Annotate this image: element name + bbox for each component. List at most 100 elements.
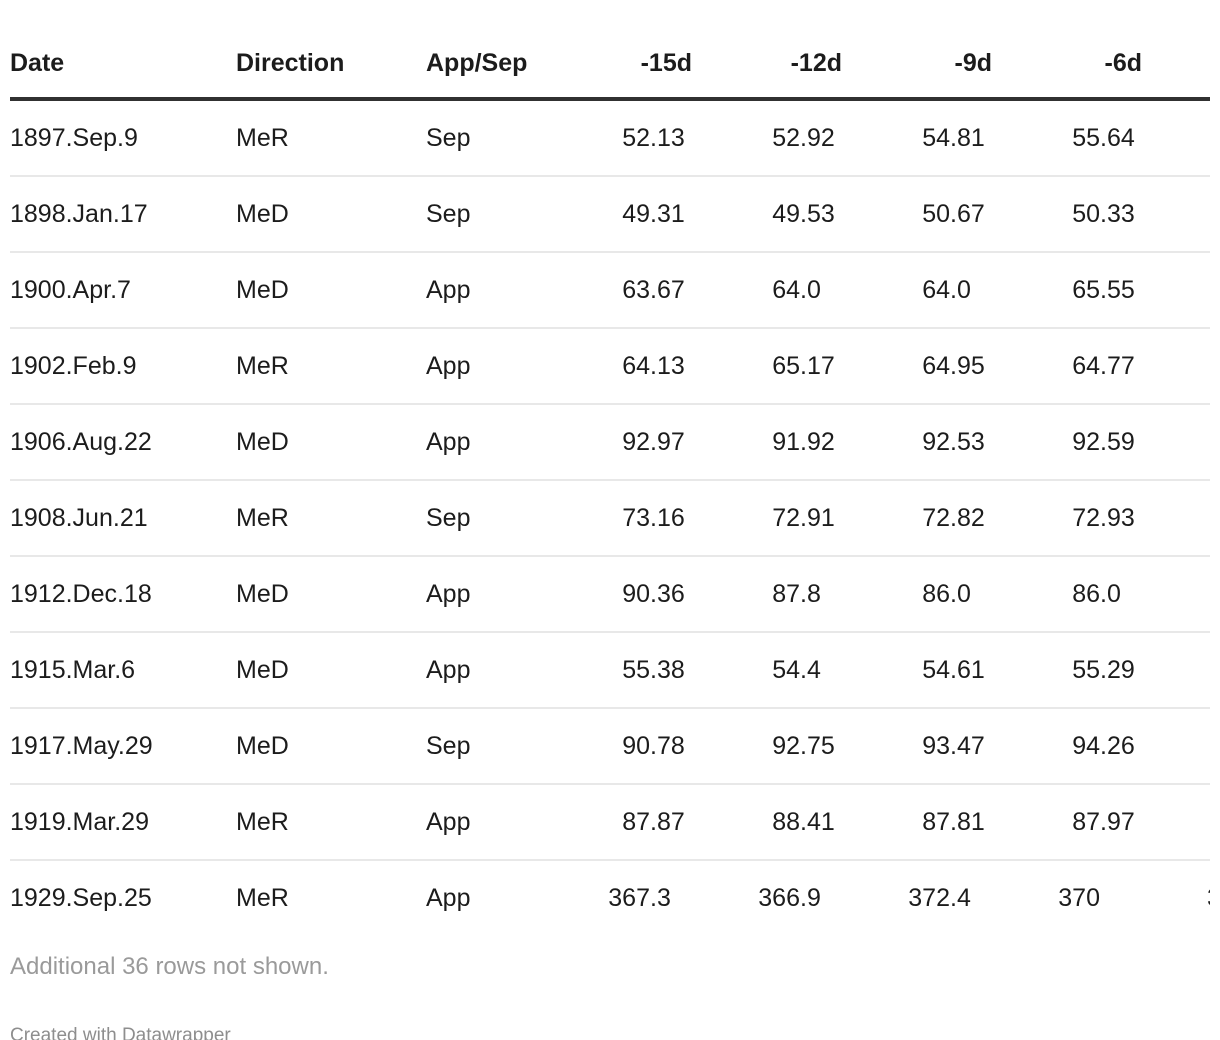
- table-cell: 91.92: [692, 427, 842, 457]
- table-cell: 90.36: [542, 579, 692, 609]
- table-row: 1900.Apr.7 MeD App 63.67 64.0 64.0 65.55: [10, 253, 1210, 329]
- cell-decimal-part: .47: [950, 732, 985, 760]
- table-row: 1912.Dec.18 MeD App 90.36 87.8 86.0 86.0: [10, 557, 1210, 633]
- cell-integer-part: 372: [908, 884, 950, 912]
- cell-integer-part: 92: [772, 732, 800, 760]
- cell-decimal-part: .61: [950, 656, 985, 684]
- cell-decimal-part: .97: [650, 428, 685, 456]
- cell-integer-part: 87: [922, 808, 950, 836]
- table-body: 1897.Sep.9 MeR Sep 52.13 52.92 54.81 55.64 1898…: [10, 101, 1210, 935]
- cell-decimal-part: .8: [800, 580, 821, 608]
- cell-decimal-part: .13: [650, 352, 685, 380]
- table-header-row: Date Direction App/Sep -15d -12d -9d -6d: [10, 0, 1210, 101]
- table-cell: 64.0: [842, 275, 992, 305]
- cell-integer-part: 54: [922, 656, 950, 684]
- table-cell: 1897.Sep.9: [10, 124, 138, 152]
- cell-integer-part: 92: [1072, 428, 1100, 456]
- cell-integer-part: 90: [622, 732, 650, 760]
- cell-decimal-part: .38: [650, 656, 685, 684]
- column-header: App/Sep: [426, 49, 528, 77]
- table-cell: 65.55: [992, 275, 1142, 305]
- table-cell: 63.67: [542, 275, 692, 305]
- table-cell: 94.26: [992, 731, 1142, 761]
- table-cell: 50.67: [842, 199, 992, 229]
- table-cell: Sep: [426, 200, 471, 228]
- cell-integer-part: 64: [622, 352, 650, 380]
- cell-integer-part: 86: [922, 580, 950, 608]
- table-cell: 87.81: [842, 807, 992, 837]
- table-row: 1897.Sep.9 MeR Sep 52.13 52.92 54.81 55.64: [10, 101, 1210, 177]
- cell-integer-part: 49: [622, 200, 650, 228]
- table-cell: 1908.Jun.21: [10, 504, 148, 532]
- column-header: -6d: [1104, 49, 1143, 77]
- cell-integer-part: 370: [1058, 884, 1100, 912]
- table-cell: 1917.May.29: [10, 732, 153, 760]
- cell-decimal-part: .64: [1100, 124, 1135, 152]
- table-cell: App: [426, 884, 471, 912]
- cell-decimal-part: .33: [1100, 200, 1135, 228]
- cell-integer-part: 93: [922, 732, 950, 760]
- cell-integer-part: 366: [758, 884, 800, 912]
- table-cell: 1898.Jan.17: [10, 200, 148, 228]
- cell-integer-part: 64: [922, 352, 950, 380]
- table-cell: App: [426, 656, 471, 684]
- cell-integer-part: 92: [922, 428, 950, 456]
- cell-integer-part: 72: [772, 504, 800, 532]
- table-cell: App: [426, 808, 471, 836]
- table-cell: 87.97: [992, 807, 1142, 837]
- cell-decimal-part: .95: [950, 352, 985, 380]
- table-cell: 366.9: [692, 883, 842, 913]
- cell-integer-part: 72: [1072, 504, 1100, 532]
- cell-decimal-part: .0: [950, 580, 971, 608]
- cell-integer-part: 50: [922, 200, 950, 228]
- table-cell: 367.3: [542, 883, 692, 913]
- table-cell: MeD: [236, 200, 289, 228]
- table-cell: App: [426, 428, 471, 456]
- table: Date Direction App/Sep -15d -12d -9d -6d 1897.…: [10, 0, 1210, 935]
- datawrapper-attribution: Created with Datawrapper: [10, 1025, 231, 1040]
- cell-decimal-part: .59: [1100, 428, 1135, 456]
- cell-decimal-part: .67: [950, 200, 985, 228]
- cell-decimal-part: .97: [1100, 808, 1135, 836]
- cell-decimal-part: .91: [800, 504, 835, 532]
- cell-decimal-part: .26: [1100, 732, 1135, 760]
- table-cell: App: [426, 352, 471, 380]
- cell-integer-part: 367: [608, 884, 650, 912]
- cell-decimal-part: .75: [800, 732, 835, 760]
- table-cell: 1906.Aug.22: [10, 428, 152, 456]
- table-cell: 370: [992, 883, 1142, 913]
- table-cell: Sep: [426, 504, 471, 532]
- table-cell: 1915.Mar.6: [10, 656, 136, 684]
- cell-decimal-part: .93: [1100, 504, 1135, 532]
- table-cell: 50.33: [992, 199, 1142, 229]
- cell-integer-part: 64: [1072, 352, 1100, 380]
- cell-integer-part: 88: [772, 808, 800, 836]
- cell-decimal-part: .0: [1100, 580, 1121, 608]
- cell-decimal-part: .16: [650, 504, 685, 532]
- cell-integer-part: 50: [1072, 200, 1100, 228]
- cell-integer-part: 65: [1072, 276, 1100, 304]
- table-cell: MeD: [236, 580, 289, 608]
- table-cell: MeD: [236, 276, 289, 304]
- cell-decimal-part: .92: [800, 124, 835, 152]
- cell-integer-part: 72: [922, 504, 950, 532]
- column-header: -15d: [640, 49, 692, 77]
- cell-integer-part: 55: [1072, 656, 1100, 684]
- cell-integer-part: 54: [922, 124, 950, 152]
- table-cell: 87.8: [692, 579, 842, 609]
- table-cell: 54.4: [692, 655, 842, 685]
- table-cell: 90.78: [542, 731, 692, 761]
- cell-decimal-part: .92: [800, 428, 835, 456]
- table-cell: 49.53: [692, 199, 842, 229]
- table-cell: 372.4: [842, 883, 992, 913]
- cell-integer-part: 49: [772, 200, 800, 228]
- cell-decimal-part: .53: [950, 428, 985, 456]
- cell-integer-part: 90: [622, 580, 650, 608]
- cell-integer-part: 91: [772, 428, 800, 456]
- cell-decimal-part: .0: [950, 276, 971, 304]
- column-header: Date: [10, 49, 65, 77]
- cell-integer-part: 63: [622, 276, 650, 304]
- table-row: 1908.Jun.21 MeR Sep 73.16 72.91 72.82 72.93: [10, 481, 1210, 557]
- table-cell: 64.0: [692, 275, 842, 305]
